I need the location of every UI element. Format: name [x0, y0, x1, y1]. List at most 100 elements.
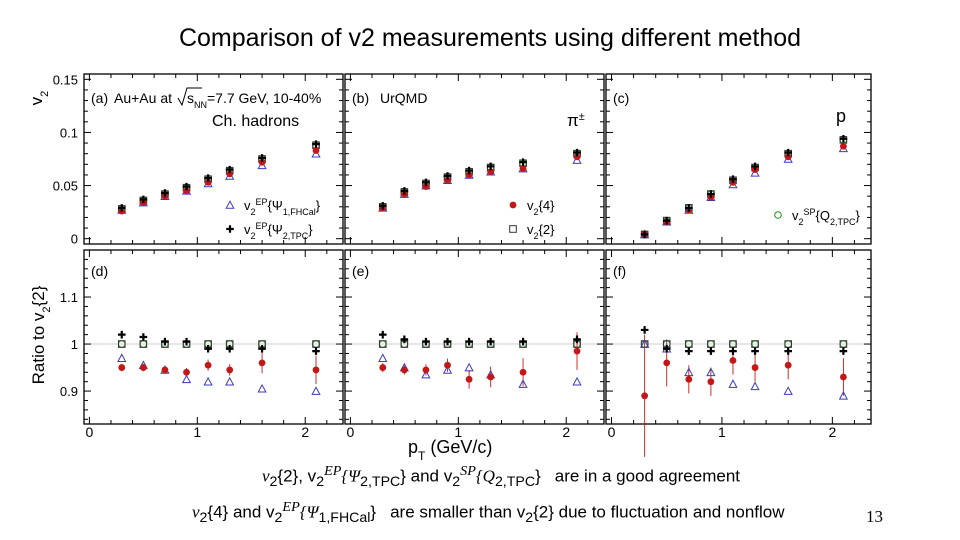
ratio-point-v24	[751, 364, 759, 371]
ratio-point-tpc	[443, 337, 452, 346]
top-point-fhcal	[572, 155, 582, 164]
ratio-point-fhcal	[640, 339, 650, 348]
panel-top-frame	[344, 73, 605, 245]
ratio-point-v24	[118, 364, 126, 371]
ratio-point-fhcal	[442, 365, 453, 374]
panel-label: (a)	[91, 90, 108, 106]
species-label: π±	[567, 111, 585, 130]
ratio-point-v24	[729, 357, 737, 364]
ratio-point-v24	[839, 373, 847, 381]
legend-marker-sp	[774, 211, 782, 219]
ratio-point-v24	[519, 368, 527, 376]
legend-marker-tpc	[226, 225, 234, 233]
ratio-point-fhcal	[838, 390, 849, 400]
top-point-tpc	[422, 178, 430, 187]
ratio-point-tpc	[519, 337, 527, 346]
top-y-axis-label: v2	[27, 91, 51, 106]
ratio-point-v24	[663, 359, 671, 367]
x-tick-label: 1	[454, 424, 462, 440]
ratio-point-tpc	[784, 347, 792, 355]
top-point-tpc	[139, 195, 148, 204]
ratio-point-fhcal	[783, 386, 793, 395]
top-point-tpc	[225, 165, 234, 174]
panel-bottom-frame	[605, 249, 872, 425]
top-point-v24	[312, 147, 320, 154]
ratio-point-v24	[444, 361, 451, 369]
y-tick-label: 0.05	[53, 179, 78, 194]
top-point-tpc	[258, 154, 266, 162]
ratio-point-v24	[422, 366, 430, 374]
top-point-v24	[444, 176, 451, 184]
panel-label: (f)	[613, 263, 626, 279]
ratio-point-tpc	[161, 337, 169, 346]
top-point-tpc	[378, 201, 387, 210]
ratio-point-v24	[312, 366, 320, 374]
ratio-point-fhcal	[311, 386, 321, 395]
ratio-point-v24	[379, 364, 387, 371]
ratio-point-tpc	[139, 333, 148, 341]
y-tick-label: 0.1	[60, 125, 78, 140]
top-point-tpc	[312, 140, 320, 148]
top-point-fhcal	[311, 148, 321, 158]
species-label: Ch. hadrons	[212, 113, 299, 130]
ratio-point-tpc	[182, 337, 191, 346]
top-point-v24	[183, 187, 190, 195]
panel-label: (e)	[352, 263, 369, 279]
panel-top-frame	[83, 73, 344, 245]
top-point-tpc	[486, 162, 495, 171]
note-line-2: v2{4} and v2EP{Ψ1,FHCal} are smaller than…	[192, 499, 785, 527]
ratio-point-v24	[707, 378, 715, 386]
ratio-point-tpc	[707, 347, 715, 355]
x-tick-label: 1	[193, 424, 201, 440]
ratio-point-tpc	[204, 344, 212, 353]
ratio-point-fhcal	[421, 369, 431, 379]
x-axis-label: pT (GeV/c)	[408, 437, 492, 463]
ratio-point-tpc	[839, 347, 848, 355]
ratio-point-fhcal	[257, 383, 267, 393]
top-point-tpc	[751, 162, 759, 171]
ratio-point-v24	[573, 347, 581, 355]
ratio-point-tpc	[751, 347, 759, 355]
legend-entry-v24: v2{4}	[527, 198, 555, 217]
ratio-point-v24	[258, 359, 266, 367]
ratio-point-tpc	[400, 335, 409, 344]
top-point-tpc	[707, 190, 715, 198]
ratio-point-v24	[183, 368, 190, 376]
ratio-point-tpc	[465, 337, 473, 346]
x-tick-label: 2	[828, 424, 836, 440]
x-tick-label: 0	[85, 424, 93, 440]
ratio-point-tpc	[729, 347, 737, 355]
x-tick-label: 2	[301, 424, 309, 440]
sqrt-sign	[177, 87, 202, 107]
ratio-point-v24	[465, 375, 473, 383]
top-point-tpc	[640, 230, 649, 239]
legend-marker-v22	[509, 225, 517, 233]
top-point-v24	[784, 153, 792, 161]
top-point-tpc	[182, 182, 191, 191]
legend-entry-sp: v2SP{Q2,TPC}	[792, 207, 861, 227]
ratio-point-v22	[117, 340, 126, 348]
ratio-point-fhcal	[225, 376, 235, 386]
collision-energy-label: sNN=7.7 GeV, 10-40%	[187, 90, 321, 110]
y-tick-label: 0	[71, 232, 78, 247]
top-point-tpc	[161, 189, 169, 197]
top-point-tpc	[204, 174, 212, 182]
top-point-v24	[258, 158, 266, 166]
ratio-point-v22	[378, 340, 387, 348]
top-point-tpc	[839, 135, 848, 143]
legend-entry-v22: v2{2}	[527, 222, 555, 241]
ratio-point-fhcal	[728, 379, 738, 388]
top-point-tpc	[443, 172, 452, 180]
top-point-v24	[839, 142, 847, 150]
panel-bottom-frame	[344, 249, 605, 425]
panel-label: (d)	[91, 263, 108, 279]
ratio-point-v24	[641, 392, 649, 400]
ratio-point-tpc	[117, 330, 126, 339]
top-point-v24	[519, 165, 527, 172]
ratio-point-fhcal	[518, 379, 528, 388]
ratio-point-tpc	[258, 344, 266, 353]
top-point-v24	[226, 170, 234, 178]
ratio-point-tpc	[422, 337, 430, 346]
ratio-point-fhcal	[572, 376, 582, 386]
ratio-point-tpc	[225, 344, 234, 353]
